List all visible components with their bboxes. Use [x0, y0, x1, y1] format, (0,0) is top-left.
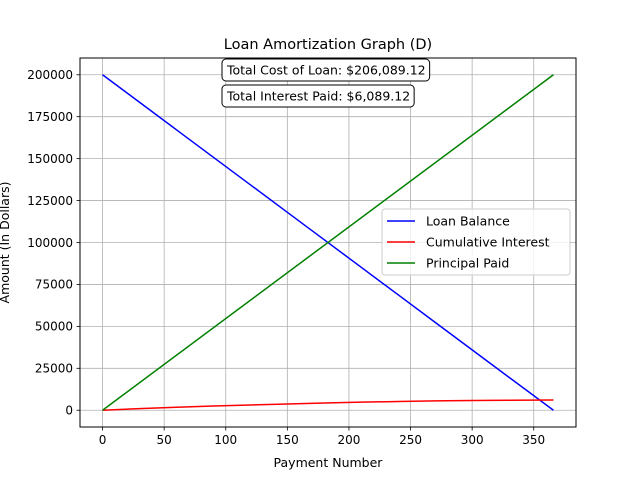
legend-label: Loan Balance: [426, 214, 510, 229]
y-tick-label: 50000: [35, 320, 73, 334]
y-axis-ticks: 0 25000 50000 75000 100000 125000 150000 175000…: [27, 68, 80, 418]
x-tick-label: 50: [157, 433, 172, 447]
annotation-box: Total Interest Paid: $6,089.12: [221, 84, 415, 108]
legend-entry: Loan Balance: [387, 214, 510, 229]
annotation-frame: [221, 58, 431, 82]
y-tick-label: 0: [65, 404, 73, 418]
y-tick-label: 175000: [27, 110, 73, 124]
x-tick-label: 250: [399, 433, 422, 447]
x-axis-label: Payment Number: [274, 455, 384, 470]
y-tick-label: 150000: [27, 152, 73, 166]
y-tick-label: 75000: [35, 278, 73, 292]
series-lines: [102, 74, 554, 411]
x-tick-label: 100: [214, 433, 237, 447]
x-tick-label: 150: [276, 433, 299, 447]
y-tick-label: 100000: [27, 236, 73, 250]
annotations: Total Cost of Loan: $206,089.12 Total Int…: [221, 58, 431, 108]
annotation-text: Total Interest Paid: $6,089.12: [226, 89, 410, 104]
series-line-loan-balance: [102, 74, 554, 411]
annotation-frame: [221, 84, 415, 108]
annotation-text: Total Cost of Loan: $206,089.12: [226, 63, 426, 78]
legend-entry: Cumulative Interest: [387, 235, 550, 250]
annotation-box: Total Cost of Loan: $206,089.12: [221, 58, 431, 82]
legend-frame: [381, 208, 571, 276]
series-line-principal-paid: [102, 74, 554, 411]
y-tick-label: 125000: [27, 194, 73, 208]
legend-label: Cumulative Interest: [426, 235, 550, 250]
x-axis-ticks: 0 50 100 150 200 250 300 350: [99, 427, 545, 447]
y-tick-label: 200000: [27, 68, 73, 82]
x-tick-label: 200: [337, 433, 360, 447]
x-tick-label: 350: [522, 433, 545, 447]
legend-entry: Principal Paid: [387, 256, 509, 271]
y-axis-label: Amount (In Dollars): [0, 182, 12, 304]
series-line-cumulative-interest: [102, 399, 554, 411]
chart-title: Loan Amortization Graph (D): [224, 37, 432, 53]
legend-label: Principal Paid: [426, 256, 509, 271]
y-tick-label: 25000: [35, 362, 73, 376]
x-tick-label: 300: [461, 433, 484, 447]
x-tick-label: 0: [99, 433, 107, 447]
legend: Loan Balance Cumulative Interest Principal…: [381, 208, 571, 276]
